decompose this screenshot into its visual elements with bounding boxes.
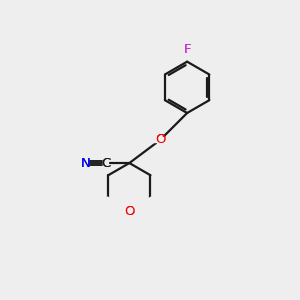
Text: C: C [102,157,111,169]
Text: N: N [81,157,91,169]
Text: N: N [81,157,91,169]
Text: O: O [155,134,165,146]
Text: F: F [183,43,191,56]
Text: O: O [124,205,135,218]
Text: O: O [124,205,135,218]
Text: O: O [155,134,165,146]
Text: C: C [102,157,111,169]
Text: F: F [183,43,191,56]
